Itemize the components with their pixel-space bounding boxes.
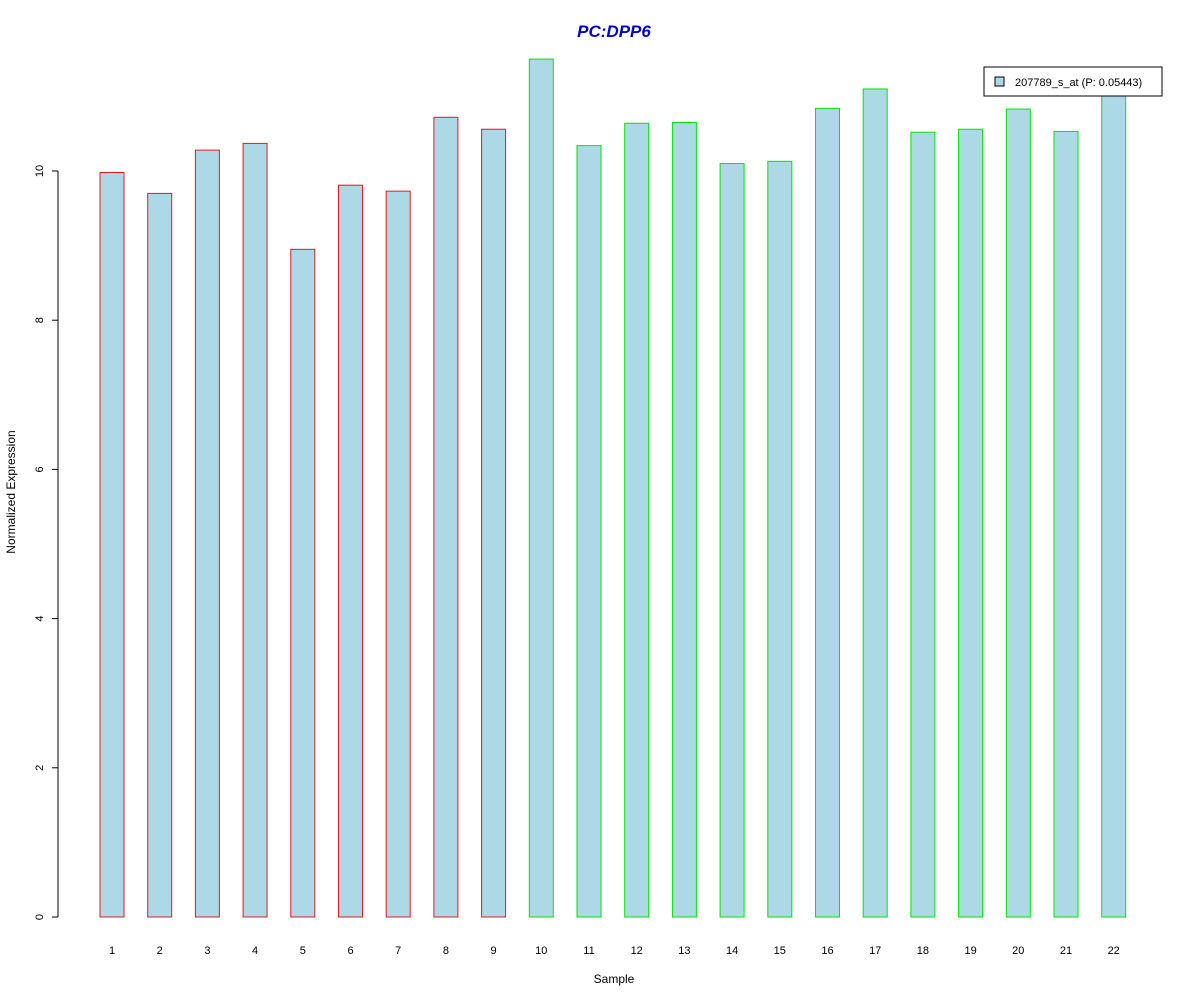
y-axis: 0 2 4 6 8 10: [34, 165, 59, 920]
x-tick-label: 18: [917, 945, 929, 957]
x-tick-label: 21: [1060, 945, 1072, 957]
bar: [528, 58, 554, 918]
bar: [1005, 108, 1031, 918]
bar: [290, 248, 316, 918]
x-tick-label: 12: [631, 945, 643, 957]
x-tick-label: 13: [678, 945, 690, 957]
x-tick-label: 2: [157, 945, 163, 957]
x-tick-label: 3: [204, 945, 210, 957]
x-tick-label: 17: [869, 945, 881, 957]
x-tick-label: 16: [821, 945, 833, 957]
y-tick-label: 6: [34, 466, 46, 472]
x-tick-label: 1: [109, 945, 115, 957]
bar: [671, 122, 697, 918]
bar: [242, 142, 268, 918]
x-axis: 1 2 3 4 5 6 7 8 9 10 11 12 13 14 15 16 17 18 19 20 21 22: [109, 945, 1120, 957]
legend-swatch: [994, 76, 1005, 87]
y-tick-label: 8: [34, 317, 46, 323]
bar: [194, 149, 220, 918]
x-tick-label: 8: [443, 945, 449, 957]
bar: [433, 116, 459, 918]
x-tick-label: 11: [583, 945, 594, 957]
bar: [99, 171, 125, 918]
x-tick-label: 10: [535, 945, 547, 957]
bar: [624, 122, 650, 918]
x-tick-label: 14: [726, 945, 738, 957]
x-tick-label: 9: [491, 945, 497, 957]
x-tick-label: 19: [964, 945, 976, 957]
y-tick-label: 10: [34, 165, 46, 177]
y-axis-title: Normalized Expression: [4, 430, 18, 553]
legend-label: 207789_s_at (P: 0.05443): [1015, 77, 1142, 89]
bar: [481, 128, 507, 918]
bar: [576, 145, 602, 918]
legend-box: [983, 66, 1163, 97]
x-axis-title: Sample: [594, 972, 635, 986]
x-tick-label: 22: [1108, 945, 1120, 957]
x-tick-label: 20: [1012, 945, 1024, 957]
bar: [1101, 88, 1127, 918]
bar: [767, 160, 793, 918]
bar: [958, 128, 984, 918]
x-tick-label: 4: [252, 945, 258, 957]
y-tick-label: 2: [34, 765, 46, 771]
x-tick-label: 5: [300, 945, 306, 957]
bar: [910, 131, 936, 918]
y-tick-label: 0: [34, 914, 46, 920]
x-tick-label: 15: [774, 945, 786, 957]
legend: 207789_s_at (P: 0.05443): [983, 66, 1163, 97]
x-tick-label: 6: [347, 945, 353, 957]
y-tick-label: 4: [34, 616, 46, 622]
bar: [719, 163, 745, 918]
bar: [862, 88, 888, 918]
bar: [1053, 130, 1079, 918]
bar: [147, 192, 173, 918]
x-tick-label: 7: [395, 945, 401, 957]
bar: [338, 184, 363, 918]
bar: [815, 107, 840, 918]
bar-series: [99, 58, 1127, 918]
chart-title: PC:DPP6: [577, 22, 651, 41]
bar: [385, 190, 411, 918]
